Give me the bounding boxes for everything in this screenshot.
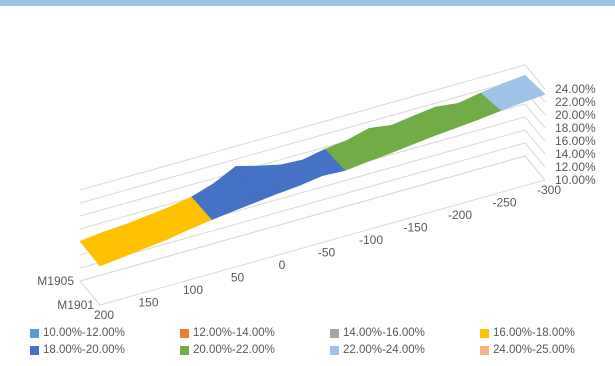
gridline [79,129,546,256]
legend-item: 24.00%-25.00% [480,344,575,356]
legend-item: 10.00%-12.00% [30,327,125,339]
x-tick-label: -250 [492,196,516,210]
x-tick-label: -50 [318,246,336,260]
x-tick-label: -100 [359,233,383,247]
legend-item: 20.00%-22.00% [180,344,275,356]
surface-patch [79,232,123,267]
gridline [79,64,546,191]
z-tick-label: 20.00% [555,108,596,122]
z-tick-label: 22.00% [555,95,596,109]
legend-item: 16.00%-18.00% [480,327,575,339]
legend-label: 24.00%-25.00% [493,344,575,356]
x-tick-label: 150 [138,296,158,310]
z-tick-label: 16.00% [555,134,596,148]
legend-swatch [180,328,189,338]
legend-label: 16.00%-18.00% [493,327,575,339]
top-accent-rule [0,0,615,6]
legend-swatch [30,345,39,355]
z-tick-label: 18.00% [555,121,596,135]
x-tick-label: 50 [231,271,245,285]
legend-label: 18.00%-20.00% [43,344,125,356]
legend-swatch [480,345,489,355]
legend-swatch [330,328,339,338]
legend-swatch [330,345,339,355]
legend-item: 18.00%-20.00% [30,344,125,356]
floor-outline [79,155,546,306]
legend-label: 14.00%-16.00% [343,327,425,339]
gridline [79,142,546,269]
legend-swatch [480,328,489,338]
z-tick-label: 12.00% [555,160,596,174]
x-tick-label: -200 [448,208,472,222]
legend-item: 22.00%-24.00% [330,344,425,356]
x-tick-label: 200 [94,308,114,320]
y-tick-label: M1905 [37,274,74,288]
z-tick-label: 24.00% [555,82,596,96]
z-tick-label: 14.00% [555,147,596,161]
legend-item: 14.00%-16.00% [330,327,425,339]
x-tick-label: 0 [279,258,286,272]
legend-label: 10.00%-12.00% [43,327,125,339]
z-tick-label: 10.00% [555,173,596,187]
y-tick-label: M1901 [57,298,94,312]
x-tick-label: 100 [183,283,203,297]
legend-label: 22.00%-24.00% [343,344,425,356]
x-tick-label: -150 [403,221,427,235]
x-tick-label: -300 [537,183,561,197]
legend-swatch [180,345,189,355]
legend-label: 20.00%-22.00% [193,344,275,356]
surface [79,75,546,267]
legend-swatch [30,328,39,338]
surface-chart: 200 150 100 50 0 -50 -100 -150 -200 -250 -300 M1901… [37,64,596,320]
legend-item: 12.00%-14.00% [180,327,275,339]
legend-label: 12.00%-14.00% [193,327,275,339]
